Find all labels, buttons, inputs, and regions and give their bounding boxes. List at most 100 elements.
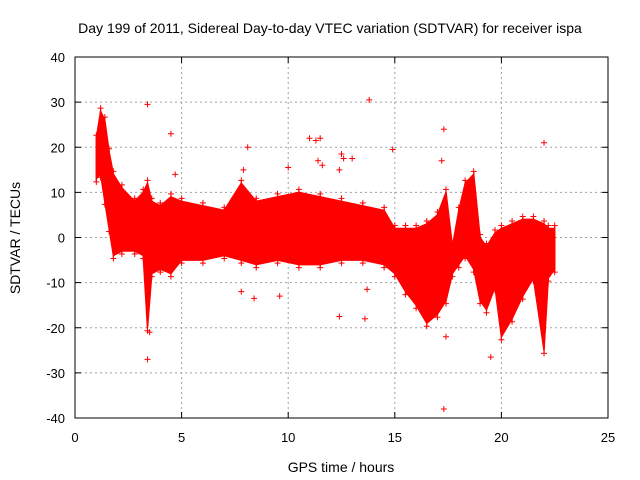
data-point xyxy=(199,260,206,267)
data-point xyxy=(144,101,151,108)
data-point xyxy=(487,354,494,361)
y-tick-label: -10 xyxy=(46,276,65,291)
data-point xyxy=(144,177,151,184)
data-point xyxy=(306,135,313,142)
data-point xyxy=(530,278,537,285)
data-point xyxy=(359,260,366,267)
data-point xyxy=(440,126,447,133)
data-point xyxy=(140,186,147,193)
data-point xyxy=(541,350,548,357)
x-tick-label: 10 xyxy=(281,430,295,445)
data-point xyxy=(541,217,548,224)
data-point xyxy=(317,135,324,142)
data-point xyxy=(238,177,245,184)
data-point xyxy=(238,260,245,267)
x-tick-label: 0 xyxy=(71,430,78,445)
data-point xyxy=(434,314,441,321)
data-point xyxy=(442,300,449,307)
data-point xyxy=(131,195,138,202)
data-point xyxy=(148,273,155,280)
data-point xyxy=(274,260,281,267)
data-point xyxy=(144,356,151,363)
data-point xyxy=(338,195,345,202)
y-tick-label: 40 xyxy=(51,50,65,65)
data-point xyxy=(253,264,260,271)
data-point xyxy=(349,155,356,162)
data-point xyxy=(381,204,388,211)
data-point xyxy=(276,293,283,300)
axis-ticks: 0 5 10 15 20 25 -40 -30 -20 -10 0 10 20 30 40 xyxy=(46,50,615,445)
data-point xyxy=(442,333,449,340)
data-point xyxy=(423,217,430,224)
data-point xyxy=(402,291,409,298)
data-point xyxy=(285,164,292,171)
x-tick-label: 15 xyxy=(388,430,402,445)
data-point xyxy=(157,269,164,276)
data-point xyxy=(110,255,117,262)
data-point xyxy=(238,288,245,295)
data-point xyxy=(244,144,251,151)
x-tick-label: 20 xyxy=(494,430,508,445)
data-point xyxy=(470,168,477,175)
data-point xyxy=(509,217,516,224)
data-point xyxy=(317,264,324,271)
x-tick-label: 5 xyxy=(178,430,185,445)
data-point xyxy=(492,287,499,294)
data-point xyxy=(391,222,398,229)
data-point xyxy=(118,251,125,258)
data-point xyxy=(402,222,409,229)
data-point xyxy=(498,336,505,343)
data-point xyxy=(101,114,108,121)
data-point xyxy=(483,240,490,247)
data-point xyxy=(359,199,366,206)
data-point xyxy=(551,222,558,229)
data-point xyxy=(106,145,113,152)
data-point xyxy=(541,139,548,146)
data-point xyxy=(545,222,552,229)
data-point xyxy=(146,329,153,336)
data-point xyxy=(97,105,104,112)
data-point xyxy=(519,296,526,303)
data-point xyxy=(221,204,228,211)
data-point xyxy=(167,130,174,137)
data-point xyxy=(340,155,347,162)
data-point xyxy=(381,264,388,271)
data-point xyxy=(413,222,420,229)
data-point xyxy=(338,260,345,267)
data-point xyxy=(545,278,552,285)
data-point xyxy=(172,171,179,178)
data-point xyxy=(423,323,430,330)
y-tick-label: 10 xyxy=(51,185,65,200)
y-tick-label: -30 xyxy=(46,366,65,381)
data-point xyxy=(477,231,484,238)
data-point xyxy=(509,318,516,325)
data-point xyxy=(317,190,324,197)
data-point xyxy=(498,222,505,229)
y-tick-label: -20 xyxy=(46,321,65,336)
data-point xyxy=(312,137,319,144)
data-point xyxy=(391,273,398,280)
data-point xyxy=(101,201,108,208)
chart-title: Day 199 of 2011, Sidereal Day-to-day VTE… xyxy=(78,20,582,36)
y-tick-label: 20 xyxy=(51,140,65,155)
data-point xyxy=(221,255,228,262)
data-point xyxy=(295,264,302,271)
data-point xyxy=(338,151,345,158)
data-point xyxy=(157,199,164,206)
data-point xyxy=(551,269,558,276)
data-point xyxy=(167,190,174,197)
data-point xyxy=(361,315,368,322)
data-point xyxy=(336,166,343,173)
data-point xyxy=(530,213,537,220)
data-point xyxy=(434,208,441,215)
data-point xyxy=(477,300,484,307)
data-point xyxy=(110,168,117,175)
data-point xyxy=(366,96,373,103)
data-point xyxy=(319,162,326,169)
data-point xyxy=(438,157,445,164)
data-point xyxy=(519,213,526,220)
data-point xyxy=(462,177,469,184)
data-point xyxy=(199,199,206,206)
data-point xyxy=(442,186,449,193)
